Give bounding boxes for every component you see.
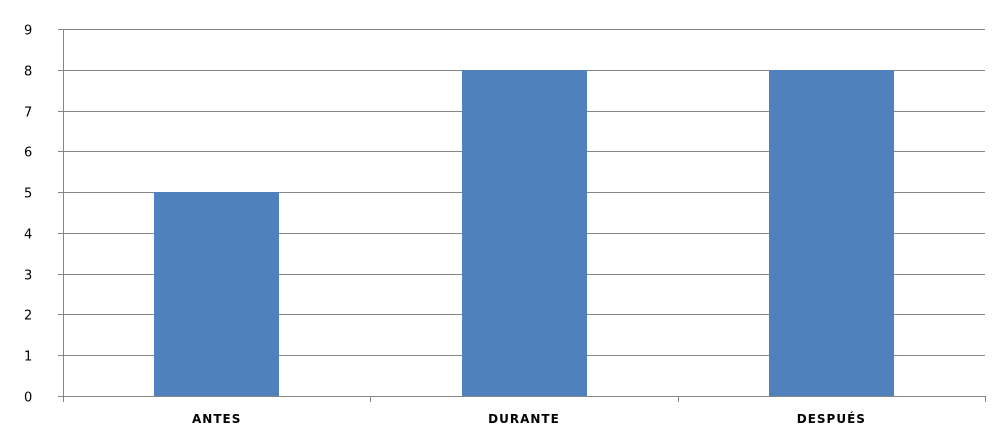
bar-después xyxy=(769,70,894,396)
y-tick-label-2: 2 xyxy=(24,309,32,324)
x-tick-label-antes: ANTES xyxy=(192,412,241,426)
axes xyxy=(58,29,986,402)
y-tick-label-7: 7 xyxy=(24,106,32,121)
x-tick-label-durante: DURANTE xyxy=(488,412,560,426)
y-tick-label-9: 9 xyxy=(24,24,32,39)
labels: 0 1 2 3 4 5 6 7 8 9 ANTES DURANTE DESPUÉS xyxy=(24,24,866,427)
y-tick-label-5: 5 xyxy=(24,187,32,202)
bars xyxy=(154,70,894,396)
bar-durante xyxy=(462,70,587,396)
y-tick-label-1: 1 xyxy=(24,350,32,365)
y-tick-label-3: 3 xyxy=(24,269,32,284)
y-tick-label-4: 4 xyxy=(24,228,32,243)
x-tick-label-después: DESPUÉS xyxy=(797,411,866,426)
y-tick-label-0: 0 xyxy=(24,391,32,406)
y-tick-label-6: 6 xyxy=(24,146,32,161)
bar-antes xyxy=(154,192,279,396)
y-tick-label-8: 8 xyxy=(24,65,32,80)
